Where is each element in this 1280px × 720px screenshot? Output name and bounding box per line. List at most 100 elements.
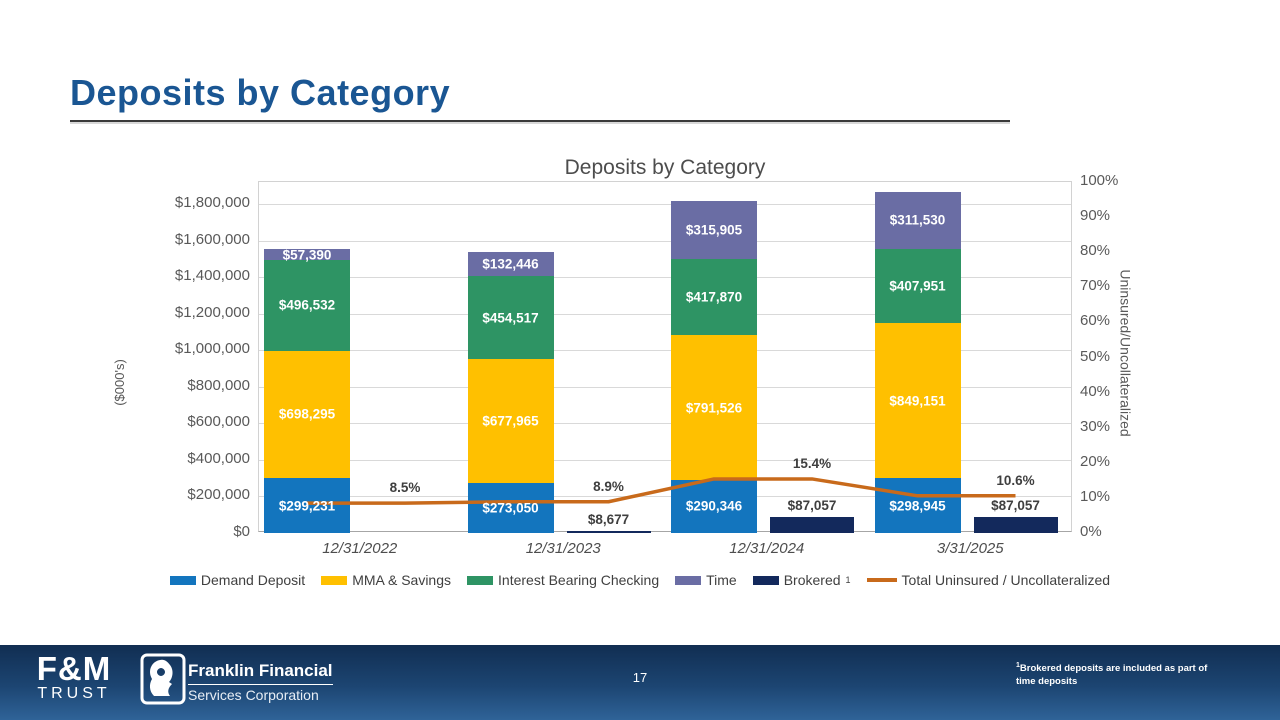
legend-label: Demand Deposit xyxy=(200,572,306,588)
page-number: 17 xyxy=(632,670,648,685)
legend-item: Interest Bearing Checking xyxy=(467,572,659,588)
line-value-label: 15.4% xyxy=(792,455,832,471)
gridline xyxy=(259,277,1071,279)
line-value-label: 10.6% xyxy=(996,472,1035,488)
bar-value-label: $454,517 xyxy=(482,310,539,326)
chart-legend: Demand Deposit MMA & Savings Interest Bear… xyxy=(0,572,1280,588)
bar-value-label: $698,295 xyxy=(278,406,336,422)
secondary-y-axis-tick-label: 30% xyxy=(1080,417,1111,435)
y-axis-tick-label: $200,000 xyxy=(187,486,250,504)
y-axis-tick-label: $800,000 xyxy=(187,376,250,394)
plot-area: $299,231 $698,295 $496,532 $57,390 8.5% $273,… xyxy=(258,181,1072,533)
gridline xyxy=(259,240,1071,242)
secondary-y-axis-tick-label: 90% xyxy=(1080,207,1111,225)
bar-segment xyxy=(671,258,757,336)
legend-color-swatch xyxy=(169,575,196,585)
legend-color-swatch xyxy=(752,575,779,585)
bar-segment xyxy=(467,251,554,277)
bar-segment xyxy=(264,249,350,260)
franklin-profile-icon xyxy=(140,653,186,710)
legend-item: Total Uninsured / Uncollateralized xyxy=(866,572,1111,588)
legend-line-swatch xyxy=(866,578,897,582)
y-axis-tick-label: $1,800,000 xyxy=(174,193,250,211)
y-axis-tick-label: $1,600,000 xyxy=(174,230,250,248)
company-name-line1: Franklin Financial xyxy=(188,661,333,685)
legend-item: Demand Deposit xyxy=(169,572,306,588)
legend-item: Brokered 1 xyxy=(752,572,851,588)
y-axis-tick-label: $1,400,000 xyxy=(174,267,250,285)
y-axis-tick-label: $0 xyxy=(233,523,250,540)
footnote: 1Brokered deposits are included as part … xyxy=(1016,661,1228,689)
y-axis-tick-label: $600,000 xyxy=(187,413,250,431)
brokered-value-label: $8,677 xyxy=(587,512,630,528)
x-axis-category-label: 12/31/2023 xyxy=(525,540,601,557)
y-axis-tick-label: $1,000,000 xyxy=(174,340,250,358)
secondary-y-axis-tick-label: 100% xyxy=(1080,172,1119,189)
secondary-y-axis-tick-label: 70% xyxy=(1080,277,1111,295)
gridline xyxy=(259,386,1071,388)
legend-item: Time xyxy=(675,572,737,588)
uninsured-line xyxy=(307,477,1016,505)
legend-label: Time xyxy=(706,572,737,588)
legend-color-swatch xyxy=(675,575,702,585)
brokered-bar xyxy=(770,517,854,533)
secondary-y-axis-tick-label: 40% xyxy=(1080,382,1111,400)
bar-value-label: $407,951 xyxy=(889,278,946,294)
secondary-y-axis-tick-label: 10% xyxy=(1080,487,1111,505)
legend-label: MMA & Savings xyxy=(352,572,452,588)
bar-segment xyxy=(671,479,757,533)
gridline xyxy=(259,496,1071,498)
bar-value-label: $417,870 xyxy=(685,289,743,305)
bar-value-label: $311,530 xyxy=(889,212,946,228)
x-axis-category-label: 12/31/2022 xyxy=(322,540,398,557)
bar-value-label: $132,446 xyxy=(482,256,539,272)
bar-value-label: $57,390 xyxy=(282,247,332,263)
secondary-y-axis-tick-label: 80% xyxy=(1080,242,1111,260)
bar-segment xyxy=(264,259,350,351)
fm-logo-text: F&M xyxy=(36,650,112,687)
line-value-label: 8.9% xyxy=(593,478,624,494)
bar-segment xyxy=(874,248,961,324)
bar-segment xyxy=(467,483,554,533)
y-axis-tick-label: $400,000 xyxy=(187,449,250,467)
legend-color-swatch xyxy=(467,575,494,585)
bar-value-label: $677,965 xyxy=(482,413,539,429)
secondary-y-axis-tick-label: 60% xyxy=(1080,312,1111,330)
secondary-y-axis-tick-label: 0% xyxy=(1080,523,1102,540)
gridline xyxy=(259,459,1071,461)
gridline xyxy=(259,423,1071,425)
legend-label: Interest Bearing Checking xyxy=(498,572,660,588)
bar-value-label: $273,050 xyxy=(482,500,539,516)
gridline xyxy=(259,313,1071,315)
bar-value-label: $298,945 xyxy=(889,498,946,514)
bar-segment xyxy=(467,276,554,360)
brokered-value-label: $87,057 xyxy=(787,498,837,514)
brokered-bar xyxy=(566,531,651,533)
footnote-text: Brokered deposits are included as part o… xyxy=(1016,663,1208,687)
x-axis-category-label: 3/31/2025 xyxy=(936,540,1004,557)
secondary-y-axis-tick-label: 50% xyxy=(1080,347,1111,365)
legend-label: Total Uninsured / Uncollateralized xyxy=(901,572,1111,588)
bar-value-label: $496,532 xyxy=(278,297,336,313)
bar-segment xyxy=(671,201,757,259)
fm-logo-trust-text: TRUST xyxy=(37,685,111,702)
bar-segment xyxy=(264,478,350,533)
bar-value-label: $290,346 xyxy=(685,498,743,514)
bar-value-label: $849,151 xyxy=(889,393,946,409)
chart-title: Deposits by Category xyxy=(564,156,766,179)
legend-label: Brokered xyxy=(783,572,841,588)
bar-segment xyxy=(467,359,554,484)
fm-trust-logo: F&M TRUST xyxy=(30,650,118,702)
company-name-line2: Services Corporation xyxy=(188,687,319,703)
footer-bar: F&M TRUST Franklin Financial Services Co… xyxy=(0,645,1280,720)
title-underline xyxy=(70,120,1010,122)
bar-segment xyxy=(264,350,350,479)
bar-segment xyxy=(874,478,961,533)
bar-segment xyxy=(874,323,961,479)
footnote-superscript: 1 xyxy=(1016,662,1020,669)
secondary-y-axis-tick-label: 20% xyxy=(1080,452,1111,470)
bar-segment xyxy=(874,191,961,249)
bar-segment xyxy=(671,335,757,480)
y-axis-tick-label: $1,200,000 xyxy=(174,303,250,321)
bar-value-label: $299,231 xyxy=(278,498,336,514)
